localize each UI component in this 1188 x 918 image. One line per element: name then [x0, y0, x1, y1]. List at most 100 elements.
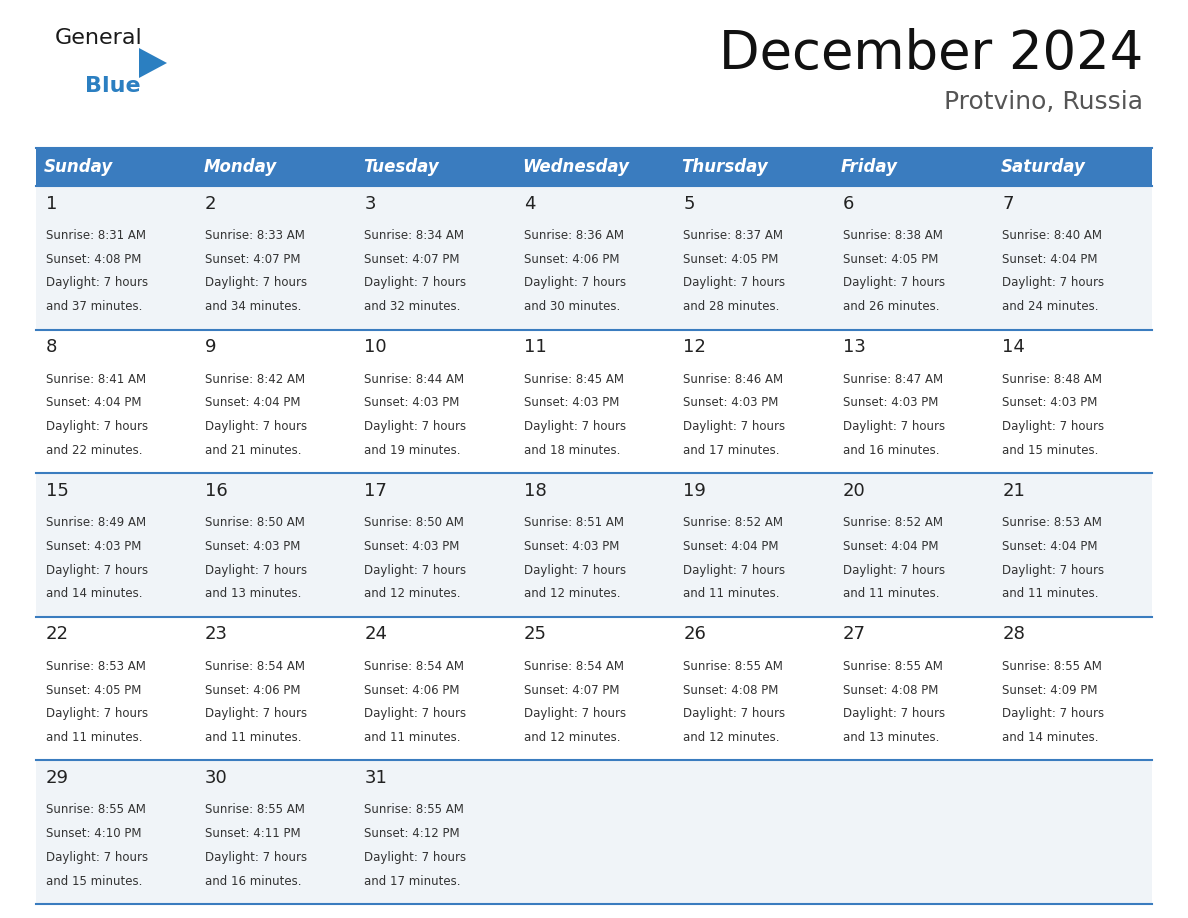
- Text: Sunrise: 8:53 AM: Sunrise: 8:53 AM: [45, 660, 145, 673]
- Text: Daylight: 7 hours: Daylight: 7 hours: [1003, 564, 1105, 577]
- Bar: [36, 760, 196, 904]
- Text: Sunset: 4:03 PM: Sunset: 4:03 PM: [842, 397, 939, 409]
- Text: 24: 24: [365, 625, 387, 644]
- Text: Sunrise: 8:54 AM: Sunrise: 8:54 AM: [365, 660, 465, 673]
- Text: and 15 minutes.: and 15 minutes.: [1003, 443, 1099, 457]
- Text: 3: 3: [365, 195, 375, 213]
- Text: Protvino, Russia: Protvino, Russia: [944, 90, 1143, 114]
- Bar: [674, 760, 833, 904]
- Text: Sunrise: 8:53 AM: Sunrise: 8:53 AM: [1003, 516, 1102, 530]
- Text: Sunrise: 8:55 AM: Sunrise: 8:55 AM: [683, 660, 783, 673]
- Text: Daylight: 7 hours: Daylight: 7 hours: [45, 420, 147, 433]
- Text: 30: 30: [206, 769, 228, 787]
- Text: and 30 minutes.: and 30 minutes.: [524, 300, 620, 313]
- Text: and 12 minutes.: and 12 minutes.: [683, 731, 779, 744]
- Text: 23: 23: [206, 625, 228, 644]
- Bar: [514, 186, 674, 330]
- Text: 10: 10: [365, 338, 387, 356]
- Text: Blue: Blue: [86, 76, 140, 96]
- Text: 9: 9: [206, 338, 216, 356]
- Text: Sunrise: 8:37 AM: Sunrise: 8:37 AM: [683, 230, 783, 242]
- Bar: [992, 148, 1152, 186]
- Bar: [355, 330, 514, 473]
- Text: Sunset: 4:03 PM: Sunset: 4:03 PM: [45, 540, 141, 553]
- Bar: [992, 473, 1152, 617]
- Text: Sunrise: 8:50 AM: Sunrise: 8:50 AM: [206, 516, 305, 530]
- Text: 4: 4: [524, 195, 536, 213]
- Text: Daylight: 7 hours: Daylight: 7 hours: [1003, 707, 1105, 721]
- Text: and 18 minutes.: and 18 minutes.: [524, 443, 620, 457]
- Text: Daylight: 7 hours: Daylight: 7 hours: [683, 276, 785, 289]
- Text: Sunrise: 8:52 AM: Sunrise: 8:52 AM: [683, 516, 783, 530]
- Text: Daylight: 7 hours: Daylight: 7 hours: [683, 707, 785, 721]
- Bar: [833, 473, 992, 617]
- Bar: [355, 473, 514, 617]
- Text: Sunset: 4:03 PM: Sunset: 4:03 PM: [524, 540, 619, 553]
- Bar: [196, 617, 355, 760]
- Text: Sunrise: 8:42 AM: Sunrise: 8:42 AM: [206, 373, 305, 386]
- Text: Daylight: 7 hours: Daylight: 7 hours: [45, 564, 147, 577]
- Text: Sunset: 4:09 PM: Sunset: 4:09 PM: [1003, 684, 1098, 697]
- Text: and 12 minutes.: and 12 minutes.: [524, 731, 620, 744]
- Text: Sunset: 4:04 PM: Sunset: 4:04 PM: [206, 397, 301, 409]
- Text: Sunday: Sunday: [44, 158, 113, 176]
- Text: Sunset: 4:04 PM: Sunset: 4:04 PM: [683, 540, 779, 553]
- Text: and 15 minutes.: and 15 minutes.: [45, 875, 141, 888]
- Bar: [355, 760, 514, 904]
- Text: and 14 minutes.: and 14 minutes.: [45, 588, 143, 600]
- Text: Friday: Friday: [841, 158, 898, 176]
- Text: Daylight: 7 hours: Daylight: 7 hours: [45, 707, 147, 721]
- Text: Sunset: 4:06 PM: Sunset: 4:06 PM: [206, 684, 301, 697]
- Text: Daylight: 7 hours: Daylight: 7 hours: [524, 420, 626, 433]
- Text: 26: 26: [683, 625, 706, 644]
- Text: and 22 minutes.: and 22 minutes.: [45, 443, 143, 457]
- Text: Daylight: 7 hours: Daylight: 7 hours: [524, 707, 626, 721]
- Text: Sunset: 4:08 PM: Sunset: 4:08 PM: [45, 252, 141, 266]
- Text: General: General: [55, 28, 143, 48]
- Text: Sunrise: 8:54 AM: Sunrise: 8:54 AM: [524, 660, 624, 673]
- Text: 17: 17: [365, 482, 387, 499]
- Text: Daylight: 7 hours: Daylight: 7 hours: [524, 564, 626, 577]
- Bar: [355, 186, 514, 330]
- Text: and 16 minutes.: and 16 minutes.: [206, 875, 302, 888]
- Bar: [674, 186, 833, 330]
- Text: and 11 minutes.: and 11 minutes.: [1003, 588, 1099, 600]
- Text: Sunrise: 8:41 AM: Sunrise: 8:41 AM: [45, 373, 146, 386]
- Text: 21: 21: [1003, 482, 1025, 499]
- Bar: [674, 617, 833, 760]
- Bar: [514, 330, 674, 473]
- Text: and 37 minutes.: and 37 minutes.: [45, 300, 141, 313]
- Bar: [514, 473, 674, 617]
- Text: Sunset: 4:04 PM: Sunset: 4:04 PM: [1003, 252, 1098, 266]
- Text: Wednesday: Wednesday: [523, 158, 630, 176]
- Text: Sunrise: 8:55 AM: Sunrise: 8:55 AM: [365, 803, 465, 816]
- Bar: [833, 330, 992, 473]
- Text: Sunrise: 8:55 AM: Sunrise: 8:55 AM: [45, 803, 145, 816]
- Text: 2: 2: [206, 195, 216, 213]
- Text: and 11 minutes.: and 11 minutes.: [683, 588, 779, 600]
- Text: Monday: Monday: [203, 158, 277, 176]
- Text: Sunset: 4:07 PM: Sunset: 4:07 PM: [365, 252, 460, 266]
- Bar: [992, 760, 1152, 904]
- Text: Daylight: 7 hours: Daylight: 7 hours: [524, 276, 626, 289]
- Text: 27: 27: [842, 625, 866, 644]
- Bar: [833, 617, 992, 760]
- Text: Sunset: 4:03 PM: Sunset: 4:03 PM: [524, 397, 619, 409]
- Text: Daylight: 7 hours: Daylight: 7 hours: [842, 420, 944, 433]
- Text: Daylight: 7 hours: Daylight: 7 hours: [45, 851, 147, 864]
- Text: 15: 15: [45, 482, 69, 499]
- Bar: [36, 330, 196, 473]
- Text: and 24 minutes.: and 24 minutes.: [1003, 300, 1099, 313]
- Bar: [36, 473, 196, 617]
- Text: Sunset: 4:04 PM: Sunset: 4:04 PM: [1003, 540, 1098, 553]
- Text: Daylight: 7 hours: Daylight: 7 hours: [1003, 276, 1105, 289]
- Text: Sunrise: 8:38 AM: Sunrise: 8:38 AM: [842, 230, 942, 242]
- Bar: [36, 148, 196, 186]
- Text: Daylight: 7 hours: Daylight: 7 hours: [842, 707, 944, 721]
- Text: and 17 minutes.: and 17 minutes.: [683, 443, 779, 457]
- Bar: [196, 148, 355, 186]
- Text: 7: 7: [1003, 195, 1013, 213]
- Text: 5: 5: [683, 195, 695, 213]
- Text: Daylight: 7 hours: Daylight: 7 hours: [842, 564, 944, 577]
- Text: and 34 minutes.: and 34 minutes.: [206, 300, 302, 313]
